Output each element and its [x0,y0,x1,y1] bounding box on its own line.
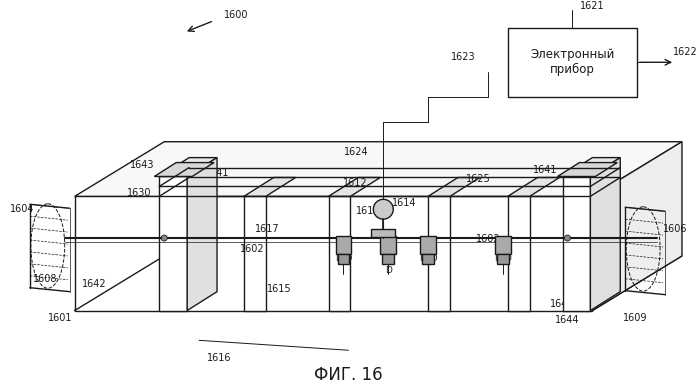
Text: 1642: 1642 [83,279,107,289]
Bar [337,254,349,264]
Text: 1616: 1616 [206,353,231,363]
Polygon shape [160,158,217,176]
Text: 1624: 1624 [344,147,369,157]
Text: 1602: 1602 [239,244,264,254]
Polygon shape [328,196,351,310]
Polygon shape [187,158,217,310]
Text: 1643: 1643 [130,159,155,170]
Text: 1600: 1600 [224,10,248,20]
Text: 1612: 1612 [343,178,368,188]
Text: 1622: 1622 [673,47,697,57]
Bar [495,236,511,254]
Polygon shape [75,142,682,196]
Text: RTD: RTD [494,254,512,264]
Text: D: D [385,266,392,275]
Text: 1606: 1606 [663,224,687,234]
Text: RPO: RPO [419,254,438,264]
Circle shape [564,235,570,241]
Polygon shape [563,158,620,176]
Polygon shape [592,142,682,310]
Text: 1601: 1601 [48,313,72,324]
Text: 1621: 1621 [580,1,605,11]
Polygon shape [590,158,620,310]
Polygon shape [244,178,295,196]
Text: 1641: 1641 [533,164,558,175]
Text: 1615: 1615 [267,284,291,294]
Bar [380,236,396,254]
Text: 1630: 1630 [582,206,607,216]
Bar [497,254,509,264]
Bar [420,236,436,254]
Text: Электронный
прибор: Электронный прибор [531,48,615,76]
Text: 1645: 1645 [562,175,587,185]
Polygon shape [328,178,380,196]
Text: 1609: 1609 [623,313,648,324]
Polygon shape [508,196,530,310]
Bar [422,254,434,264]
Text: 1613: 1613 [356,206,381,216]
Bar [382,254,394,264]
Polygon shape [75,196,592,310]
Text: LPO: LPO [335,254,352,264]
Bar [508,27,637,97]
Circle shape [161,235,167,241]
Polygon shape [557,163,617,176]
Circle shape [373,199,393,219]
Text: 1630: 1630 [127,188,152,199]
Polygon shape [563,176,590,310]
Polygon shape [508,178,559,196]
Text: ФИГ. 16: ФИГ. 16 [314,366,383,384]
Text: 1614: 1614 [392,198,416,208]
Text: 1642: 1642 [550,299,575,308]
Polygon shape [428,178,480,196]
Text: 1644: 1644 [555,315,580,325]
Bar [372,229,396,237]
Text: 1625: 1625 [466,175,490,185]
Text: 1617: 1617 [255,224,279,234]
Polygon shape [428,196,450,310]
Text: 1623: 1623 [451,52,475,62]
Text: 1604: 1604 [10,204,34,214]
Text: 1602: 1602 [475,234,500,244]
Text: 1608: 1608 [33,274,57,284]
Text: 1641: 1641 [205,168,230,178]
Polygon shape [160,176,187,310]
Polygon shape [75,256,682,310]
Polygon shape [244,196,266,310]
Bar [335,236,351,254]
Polygon shape [154,163,214,176]
